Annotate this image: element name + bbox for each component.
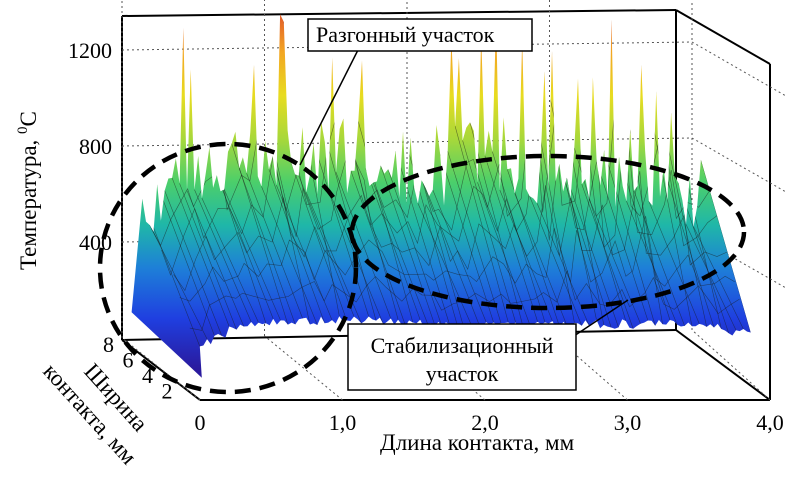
mesh-line (313, 143, 370, 317)
y-tick-label: 6 (123, 348, 134, 373)
mesh-line (179, 183, 237, 330)
mesh-line (693, 226, 744, 330)
right-wall-top (675, 9, 771, 65)
mesh-line (626, 200, 678, 325)
annotation-acceleration-leader (299, 45, 361, 166)
x-tick-label: 2,0 (471, 410, 499, 435)
mesh-line (596, 162, 649, 321)
mesh-line (372, 182, 428, 324)
mesh-line (335, 172, 392, 319)
x-tick-label: 4,0 (756, 410, 784, 435)
mesh-line (559, 163, 612, 328)
mesh-line (291, 162, 347, 321)
mesh-line (663, 168, 715, 328)
mesh-line (201, 197, 259, 323)
z-tick-label: 400 (79, 230, 112, 255)
z-tick-label: 1200 (68, 38, 112, 63)
mesh-line (603, 150, 656, 326)
mesh-contour (179, 215, 735, 302)
grid-lines (121, 0, 787, 401)
mesh-line (261, 186, 318, 326)
grid-line-x-floor (691, 329, 771, 401)
mesh-line (156, 184, 215, 336)
mesh-line (238, 168, 296, 325)
y-tick-label: 8 (103, 332, 114, 357)
annotation-stabilization-text-1: Стабилизационный (371, 333, 554, 358)
grid-line-x-floor (121, 337, 201, 401)
mesh-line (164, 190, 223, 336)
mesh-line (216, 175, 274, 320)
mesh-line (194, 189, 252, 323)
z-axis-label: Температура, 0C (15, 111, 41, 270)
x-tick-label: 0 (195, 410, 206, 435)
x-axis-ticks: 0 1,0 2,0 3,0 4,0 (195, 410, 784, 435)
mesh-line (536, 203, 590, 326)
annotation-acceleration: Разгонный участок (299, 18, 533, 166)
mesh-contour (173, 171, 728, 292)
mesh-line (454, 126, 509, 323)
mesh-line (402, 131, 458, 324)
mesh-line (246, 173, 303, 319)
mesh-line (320, 121, 377, 321)
grid-line-z-side (691, 41, 787, 97)
annotation-acceleration-box (307, 18, 533, 52)
temperature-surface (131, 14, 751, 378)
mesh-line (417, 203, 472, 326)
mesh-line (685, 224, 737, 331)
x-tick-label: 3,0 (614, 410, 642, 435)
z-tick-label: 800 (79, 134, 112, 159)
back-wall-top (121, 9, 677, 17)
mesh-line (581, 184, 634, 329)
mesh-line (588, 199, 641, 324)
x-axis-label: Длина контакта, мм (380, 430, 575, 455)
annotation-stabilization-text-2: участок (426, 361, 499, 386)
mesh-line (514, 193, 568, 327)
annotation-acceleration-text: Разгонный участок (316, 22, 495, 47)
mesh-line (365, 168, 421, 320)
annotation-stabilization-leader (567, 299, 629, 341)
annotation-stabilization-box (347, 323, 577, 391)
floor-right (675, 329, 771, 401)
stabilization-region-ellipse (349, 153, 747, 311)
y-tick-label: 4 (142, 363, 153, 388)
mesh-line (223, 189, 281, 321)
mesh-line (469, 122, 524, 327)
grid-line-z-side (691, 233, 787, 289)
mesh-line (633, 190, 685, 326)
mesh-line (529, 195, 583, 326)
mesh-line (268, 169, 325, 324)
mesh-line (477, 182, 531, 327)
mesh-line (447, 151, 502, 324)
grid-line-z-side (691, 137, 787, 193)
mesh-line (506, 169, 561, 328)
mesh-line (439, 154, 494, 323)
z-axis-ticks: 40080012001600 (68, 38, 112, 255)
y-tick-label: 2 (162, 379, 173, 404)
mesh-line (380, 165, 436, 326)
grid-line-x-floor (264, 335, 343, 401)
surface-fill (131, 14, 751, 378)
x-tick-label: 1,0 (329, 410, 357, 435)
annotation-stabilization: Стабилизационный участок (347, 299, 629, 391)
acceleration-region-ellipse (97, 141, 359, 395)
mesh-line (432, 189, 487, 323)
mesh-line (171, 177, 230, 327)
mesh-line (499, 189, 553, 322)
mesh-line (149, 224, 208, 340)
mesh-line (462, 140, 516, 323)
